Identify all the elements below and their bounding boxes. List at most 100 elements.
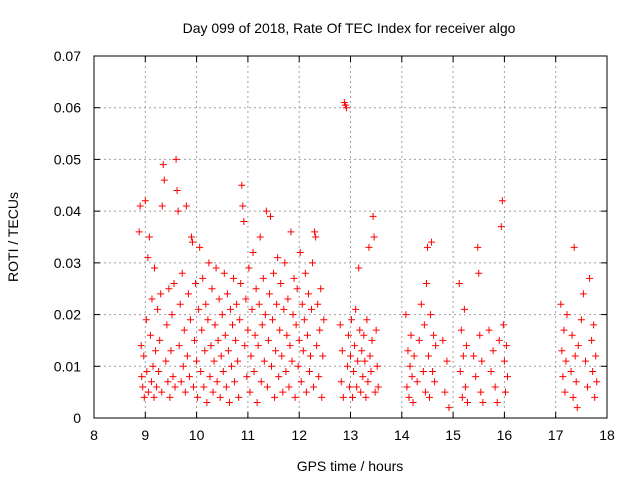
data-point-plus xyxy=(180,326,188,334)
data-point-plus xyxy=(202,300,210,308)
y-tick-label: 0.02 xyxy=(54,307,81,323)
data-point-plus xyxy=(237,280,245,288)
y-tick-label: 0.06 xyxy=(54,100,81,116)
data-point-plus xyxy=(221,331,229,339)
data-point-plus xyxy=(137,342,145,350)
data-point-plus xyxy=(196,243,204,251)
data-point-plus xyxy=(231,378,239,386)
data-point-plus xyxy=(240,217,248,225)
y-tick-label: 0.05 xyxy=(54,151,81,167)
data-point-plus xyxy=(462,342,470,350)
data-point-plus xyxy=(177,378,185,386)
data-point-plus xyxy=(277,280,285,288)
data-point-plus xyxy=(336,321,344,329)
data-point-plus xyxy=(188,238,196,246)
data-point-plus xyxy=(138,373,146,381)
data-point-plus xyxy=(372,326,380,334)
data-point-plus xyxy=(165,285,173,293)
data-point-plus xyxy=(368,336,376,344)
data-point-plus xyxy=(348,316,356,324)
data-point-plus xyxy=(175,342,183,350)
data-point-plus xyxy=(199,274,207,282)
data-point-plus xyxy=(236,316,244,324)
data-point-plus xyxy=(338,347,346,355)
data-point-plus xyxy=(216,393,224,401)
data-point-plus xyxy=(349,393,357,401)
data-point-plus xyxy=(141,197,149,205)
data-point-plus xyxy=(413,378,421,386)
data-point-plus xyxy=(139,383,147,391)
data-point-plus xyxy=(337,378,345,386)
data-point-plus xyxy=(591,393,599,401)
data-point-plus xyxy=(406,362,414,370)
data-point-plus xyxy=(215,295,223,303)
data-point-plus xyxy=(229,321,237,329)
data-point-plus xyxy=(291,393,299,401)
data-point-plus xyxy=(155,367,163,375)
data-point-plus xyxy=(172,155,180,163)
data-point-plus xyxy=(200,383,208,391)
data-point-plus xyxy=(290,274,298,282)
data-point-plus xyxy=(207,342,215,350)
data-point-plus xyxy=(270,269,278,277)
data-point-plus xyxy=(135,228,143,236)
data-point-plus xyxy=(361,357,369,365)
y-tick-label: 0.07 xyxy=(54,48,81,64)
data-point-plus xyxy=(489,347,497,355)
data-point-plus xyxy=(287,228,295,236)
data-point-plus xyxy=(269,316,277,324)
x-tick-label: 11 xyxy=(241,427,256,443)
data-point-plus xyxy=(234,357,242,365)
data-point-plus xyxy=(561,388,569,396)
data-point-plus xyxy=(300,316,308,324)
data-point-plus xyxy=(217,352,225,360)
data-point-plus xyxy=(271,393,279,401)
data-point-plus xyxy=(495,336,503,344)
data-point-plus xyxy=(226,305,234,313)
data-point-plus xyxy=(259,274,267,282)
data-point-plus xyxy=(174,207,182,215)
data-point-plus xyxy=(570,243,578,251)
data-point-plus xyxy=(194,393,202,401)
data-point-plus xyxy=(203,398,211,406)
data-point-plus xyxy=(211,321,219,329)
data-point-plus xyxy=(567,367,575,375)
data-point-plus xyxy=(273,300,281,308)
data-point-plus xyxy=(255,300,263,308)
data-point-plus xyxy=(246,388,254,396)
data-point-plus xyxy=(213,378,221,386)
data-point-plus xyxy=(311,228,319,236)
data-point-plus xyxy=(487,367,495,375)
data-point-plus xyxy=(195,305,203,313)
data-point-plus xyxy=(198,326,206,334)
data-point-plus xyxy=(350,367,358,375)
data-point-plus xyxy=(423,243,431,251)
data-point-plus xyxy=(224,347,232,355)
x-tick-label: 16 xyxy=(497,427,513,443)
data-point-plus xyxy=(263,383,271,391)
data-point-plus xyxy=(154,305,162,313)
data-point-plus xyxy=(439,336,447,344)
data-point-plus xyxy=(297,378,305,386)
y-tick-label: 0.04 xyxy=(54,203,81,219)
data-point-plus xyxy=(351,342,359,350)
data-point-plus xyxy=(301,269,309,277)
data-point-plus xyxy=(260,357,268,365)
data-point-plus xyxy=(239,202,247,210)
data-point-plus xyxy=(292,321,300,329)
data-point-plus xyxy=(176,300,184,308)
data-point-plus xyxy=(293,285,301,293)
data-point-plus xyxy=(408,373,416,381)
data-point-plus xyxy=(315,373,323,381)
data-point-plus xyxy=(285,383,293,391)
data-point-plus xyxy=(208,285,216,293)
data-point-plus xyxy=(568,331,576,339)
y-axis-label: ROTI / TECUs xyxy=(5,192,21,282)
data-point-plus xyxy=(343,362,351,370)
chart-title: Day 099 of 2018, Rate Of TEC Index for r… xyxy=(183,20,516,36)
data-point-plus xyxy=(426,393,434,401)
data-point-plus xyxy=(574,342,582,350)
data-point-plus xyxy=(358,347,366,355)
data-point-plus xyxy=(191,336,199,344)
